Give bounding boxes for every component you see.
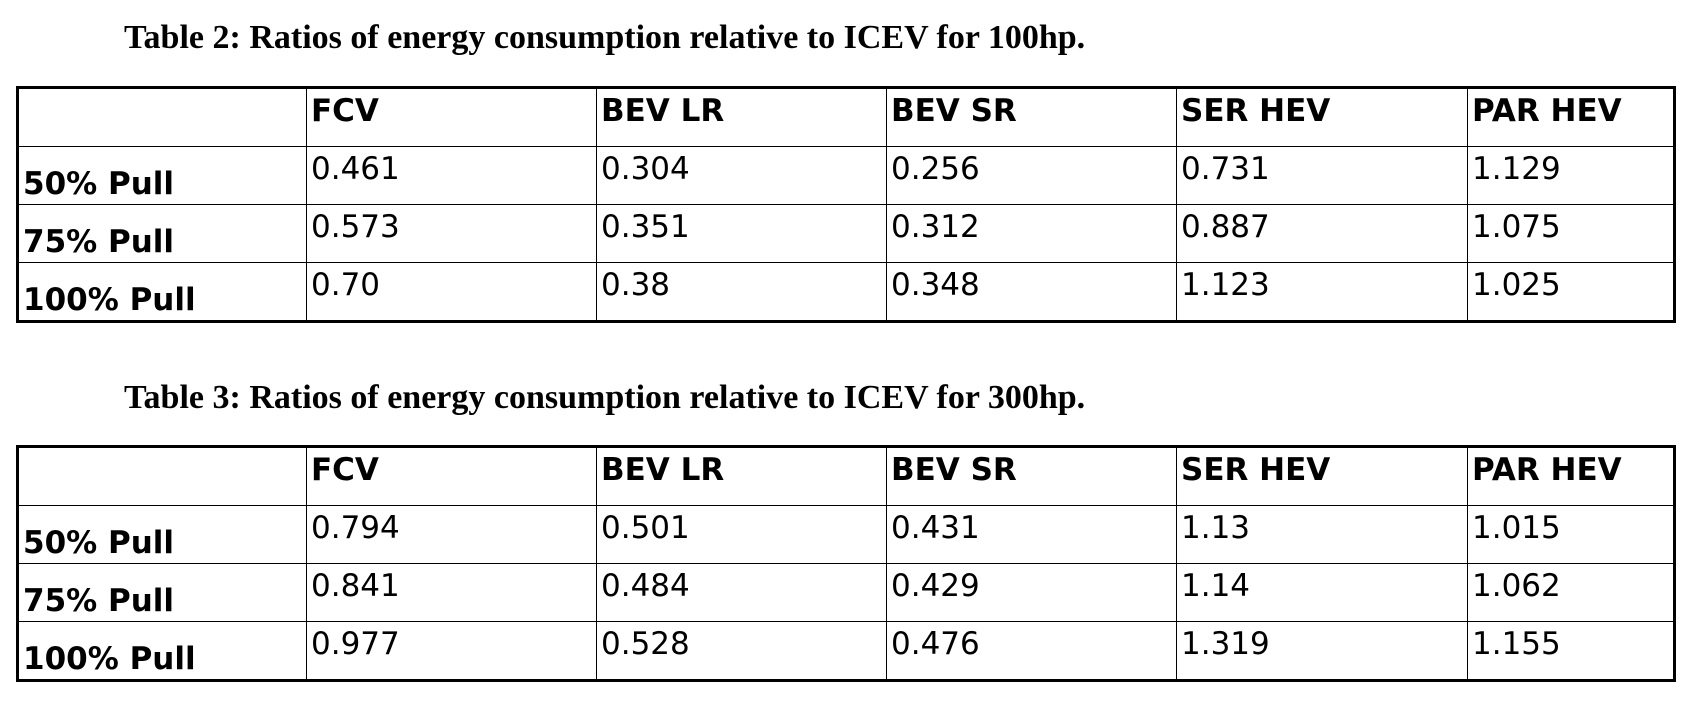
cell-bev-sr: 0.312 [886, 204, 1177, 263]
cell-fcv: 0.70 [306, 262, 597, 322]
cell-par-hev: 1.025 [1467, 262, 1675, 322]
header-ser-hev: SER HEV [1176, 446, 1468, 506]
header-bev-lr: BEV LR [596, 87, 887, 147]
cell-bev-lr: 0.528 [596, 621, 887, 681]
cell-bev-lr: 0.351 [596, 204, 887, 263]
cell-ser-hev: 1.13 [1176, 505, 1468, 564]
header-par-hev: PAR HEV [1467, 87, 1675, 147]
cell-fcv: 0.461 [306, 146, 597, 205]
table-2-energy-ratios-100hp: FCV BEV LR BEV SR SER HEV PAR HEV 50% Pu… [16, 86, 1676, 323]
cell-bev-sr: 0.348 [886, 262, 1177, 322]
cell-fcv: 0.977 [306, 621, 597, 681]
table-2-caption: Table 2: Ratios of energy consumption re… [124, 19, 1086, 56]
header-fcv: FCV [306, 446, 597, 506]
table-row: 50% Pull 0.794 0.501 0.431 1.13 1.015 [17, 505, 1675, 564]
cell-bev-lr: 0.304 [596, 146, 887, 205]
header-bev-sr: BEV SR [886, 87, 1177, 147]
header-bev-sr: BEV SR [886, 446, 1177, 506]
header-fcv: FCV [306, 87, 597, 147]
header-ser-hev: SER HEV [1176, 87, 1468, 147]
table-row: 75% Pull 0.573 0.351 0.312 0.887 1.075 [17, 204, 1675, 263]
row-label: 75% Pull [17, 563, 307, 622]
cell-ser-hev: 1.123 [1176, 262, 1468, 322]
cell-par-hev: 1.129 [1467, 146, 1675, 205]
header-empty-cell [17, 87, 307, 147]
cell-ser-hev: 0.887 [1176, 204, 1468, 263]
row-label: 75% Pull [17, 204, 307, 263]
cell-par-hev: 1.155 [1467, 621, 1675, 681]
cell-ser-hev: 1.319 [1176, 621, 1468, 681]
cell-fcv: 0.573 [306, 204, 597, 263]
cell-ser-hev: 1.14 [1176, 563, 1468, 622]
table-row: 75% Pull 0.841 0.484 0.429 1.14 1.062 [17, 563, 1675, 622]
header-row: FCV BEV LR BEV SR SER HEV PAR HEV [17, 446, 1675, 506]
cell-fcv: 0.841 [306, 563, 597, 622]
table-row: 100% Pull 0.70 0.38 0.348 1.123 1.025 [17, 262, 1675, 322]
cell-bev-sr: 0.429 [886, 563, 1177, 622]
table-row: 50% Pull 0.461 0.304 0.256 0.731 1.129 [17, 146, 1675, 205]
row-label: 50% Pull [17, 146, 307, 205]
cell-par-hev: 1.062 [1467, 563, 1675, 622]
cell-bev-sr: 0.476 [886, 621, 1177, 681]
header-empty-cell [17, 446, 307, 506]
table-3-caption: Table 3: Ratios of energy consumption re… [124, 379, 1086, 416]
cell-bev-lr: 0.484 [596, 563, 887, 622]
row-label: 50% Pull [17, 505, 307, 564]
cell-fcv: 0.794 [306, 505, 597, 564]
cell-bev-sr: 0.256 [886, 146, 1177, 205]
header-par-hev: PAR HEV [1467, 446, 1675, 506]
header-bev-lr: BEV LR [596, 446, 887, 506]
header-row: FCV BEV LR BEV SR SER HEV PAR HEV [17, 87, 1675, 147]
cell-par-hev: 1.015 [1467, 505, 1675, 564]
cell-ser-hev: 0.731 [1176, 146, 1468, 205]
table-row: 100% Pull 0.977 0.528 0.476 1.319 1.155 [17, 621, 1675, 681]
cell-bev-lr: 0.501 [596, 505, 887, 564]
cell-par-hev: 1.075 [1467, 204, 1675, 263]
table-3-energy-ratios-300hp: FCV BEV LR BEV SR SER HEV PAR HEV 50% Pu… [16, 445, 1676, 682]
row-label: 100% Pull [17, 621, 307, 681]
cell-bev-sr: 0.431 [886, 505, 1177, 564]
row-label: 100% Pull [17, 262, 307, 322]
cell-bev-lr: 0.38 [596, 262, 887, 322]
